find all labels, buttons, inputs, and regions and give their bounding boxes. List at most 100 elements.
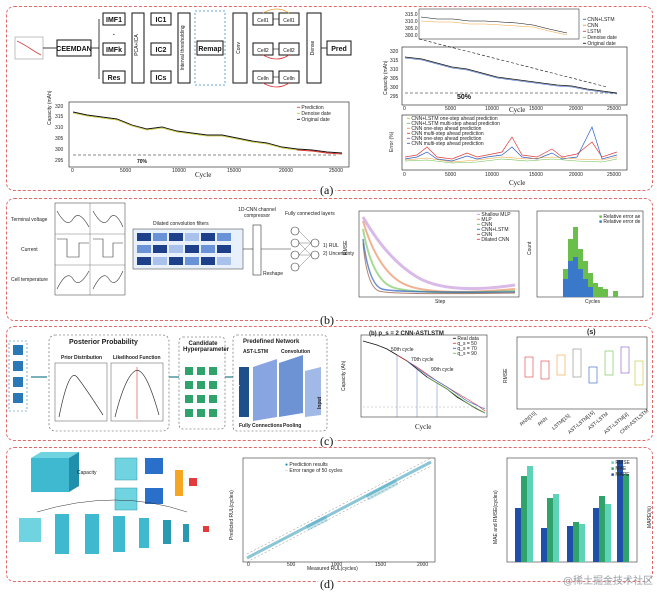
curve-annot: 50th cycle [391, 347, 414, 353]
bar-ylabel2: MAPE(%) [647, 506, 653, 528]
chart-a2: 50% [401, 8, 628, 106]
chart-a2-ytick: 320 [390, 49, 399, 55]
chart-a1-xtick: 10000 [172, 168, 186, 174]
cell-label: Cell2 [283, 48, 295, 54]
fc-label: Fully connected layers [285, 211, 335, 217]
curve-annot: 90th cycle [431, 367, 454, 373]
chart-a1-legend: ━ Prediction ━ Denoise date ━ Original d… [297, 105, 331, 123]
lstm-cells: Cell1 Cell1 Cell2 Cell2 Celln Celln [252, 8, 300, 88]
chart-a2-inset-ytick: 300.0 [405, 33, 418, 39]
fully-label: Fully Connections [239, 423, 283, 429]
scatter-legend: ● Prediction results ┄ Error range of 50… [285, 462, 343, 474]
dilated-label: Dilated convolution filters [153, 221, 209, 227]
legend-item: Real data [457, 336, 479, 342]
posterior-label: Posterior Probability [69, 339, 138, 346]
legend-item: Relative error ae [603, 214, 641, 220]
chart-a1-ytick: 320 [55, 104, 64, 110]
curve-title: (b) p_s = 2 CNN-ASTLSTM [369, 331, 444, 337]
remap-label: Remap [198, 46, 221, 53]
single-network-blocks [114, 457, 197, 511]
scatter-ylabel: Predicted RUL(cycles) [229, 490, 235, 540]
input-label-current: Current [21, 247, 38, 253]
bar-ylabel: MAE and RMSE(cycles) [493, 490, 499, 544]
scatter-xtick: 1500 [375, 562, 387, 568]
chart-a2-xtick: 10000 [485, 106, 499, 112]
chart-a1-ytick: 300 [55, 147, 64, 153]
chart-a2-inset-ytick: 310.0 [405, 19, 418, 25]
loss-chart [358, 210, 520, 298]
chart-a2-xtick: 20000 [569, 106, 583, 112]
rmse-boxplot [516, 336, 648, 410]
ics-label: ICs [156, 75, 167, 82]
chart-a3-xtick: 5000 [445, 172, 457, 178]
chart-a3-xtick: 15000 [529, 172, 543, 178]
chart-a1-xtick: 0 [71, 168, 74, 174]
capacity-label: Capacity [77, 470, 97, 476]
chart-a2-ytick: 300 [390, 85, 399, 91]
legend-item: Error range of 50 cycles [289, 468, 343, 474]
legend-item: CNN [481, 232, 493, 238]
legend-item: Original date [301, 117, 330, 123]
conv-label: Conv [236, 42, 242, 54]
chart-a1-pct: 70% [137, 159, 148, 165]
remap-box [196, 40, 224, 56]
capacity-cube [31, 452, 79, 492]
candidate-grid [185, 367, 217, 417]
res-label: Res [108, 75, 121, 82]
metric-bars [506, 457, 638, 563]
hist-ylabel: Count [527, 241, 533, 255]
chart-a1: 70% [68, 101, 350, 168]
loss-chart-ylabel: RMSE [343, 240, 349, 255]
chart-a1-line [72, 111, 343, 154]
panel-b-tag: (b) [318, 313, 336, 328]
chart-a2-inset-ytick: 315.0 [405, 12, 418, 18]
candidate-label: Candidate Hyperparameter [183, 341, 230, 353]
pred-box [326, 40, 352, 56]
output-uncertainty: 2) Uncertainty [323, 251, 355, 257]
pca-label: PCA+ICA [134, 34, 140, 56]
input-label-voltage: Terminal voltage [11, 217, 48, 223]
histogram [536, 210, 644, 298]
chart-a3-xtick: 10000 [485, 172, 499, 178]
curve-xlabel: Cycle [415, 423, 432, 431]
legend-item: CNN+LSTM [481, 227, 509, 233]
chart-a2-ytick: 315 [390, 58, 399, 64]
ceemdan-label: CEEMDAN [56, 46, 91, 53]
chart-a2-ytick: 305 [390, 76, 399, 82]
input-label-temperature: Cell temperature [11, 277, 48, 283]
prior-label: Prior Distribution [61, 355, 103, 361]
chart-a3-xtick: 25000 [607, 172, 621, 178]
chart-a3-legend: ━ CNN+LSTM one-step ahead prediction ━ C… [407, 116, 500, 147]
chart-a1-xtick: 5000 [120, 168, 132, 174]
pooling-label: Pooling [283, 423, 302, 429]
legend-item: MAPE [615, 472, 630, 478]
legend-item: CNN multi-step ahead prediction [411, 131, 484, 137]
cell-label: Celln [283, 76, 295, 82]
legend-item: CNN one-step ahead prediction [411, 136, 482, 142]
hist-legend: ■ Relative error ae ■ Relative error de [599, 214, 641, 225]
cell-label: Celln [257, 76, 269, 82]
chart-a1-xtick: 25000 [329, 168, 343, 174]
panel-d-svg [19, 452, 638, 563]
legend-item: Prediction results [289, 462, 328, 468]
legend-item: q_s = 90 [457, 351, 477, 357]
imfk-label: IMFk [106, 47, 122, 54]
curve-legend: ━ Real data ━ q_s = 50 ━ q_s = 70 ━ q_s … [453, 336, 479, 357]
scatter-xlabel: Measured RUL(cycles) [307, 566, 358, 572]
svg-text:·: · [113, 32, 115, 39]
chart-a2-xtick: 25000 [607, 106, 621, 112]
output-label: Output [235, 378, 241, 395]
legend-item: Denoise date [301, 111, 331, 117]
ics-box [150, 70, 172, 84]
ast-label: AST-LSTM [243, 349, 268, 355]
cnn-pipeline [19, 499, 209, 554]
dilated-conv-heatmap [132, 228, 244, 270]
ic1-label: IC1 [156, 17, 167, 24]
panel-c-svg [8, 334, 648, 432]
scatter-xtick: 500 [287, 562, 296, 568]
conv-box [232, 12, 248, 84]
interval-box [177, 12, 191, 84]
panel-b: Terminal voltage Current Cell temperatur… [6, 198, 653, 321]
chart-a2-xtick: 0 [403, 106, 406, 112]
legend-item: Dilated CNN [481, 237, 510, 243]
